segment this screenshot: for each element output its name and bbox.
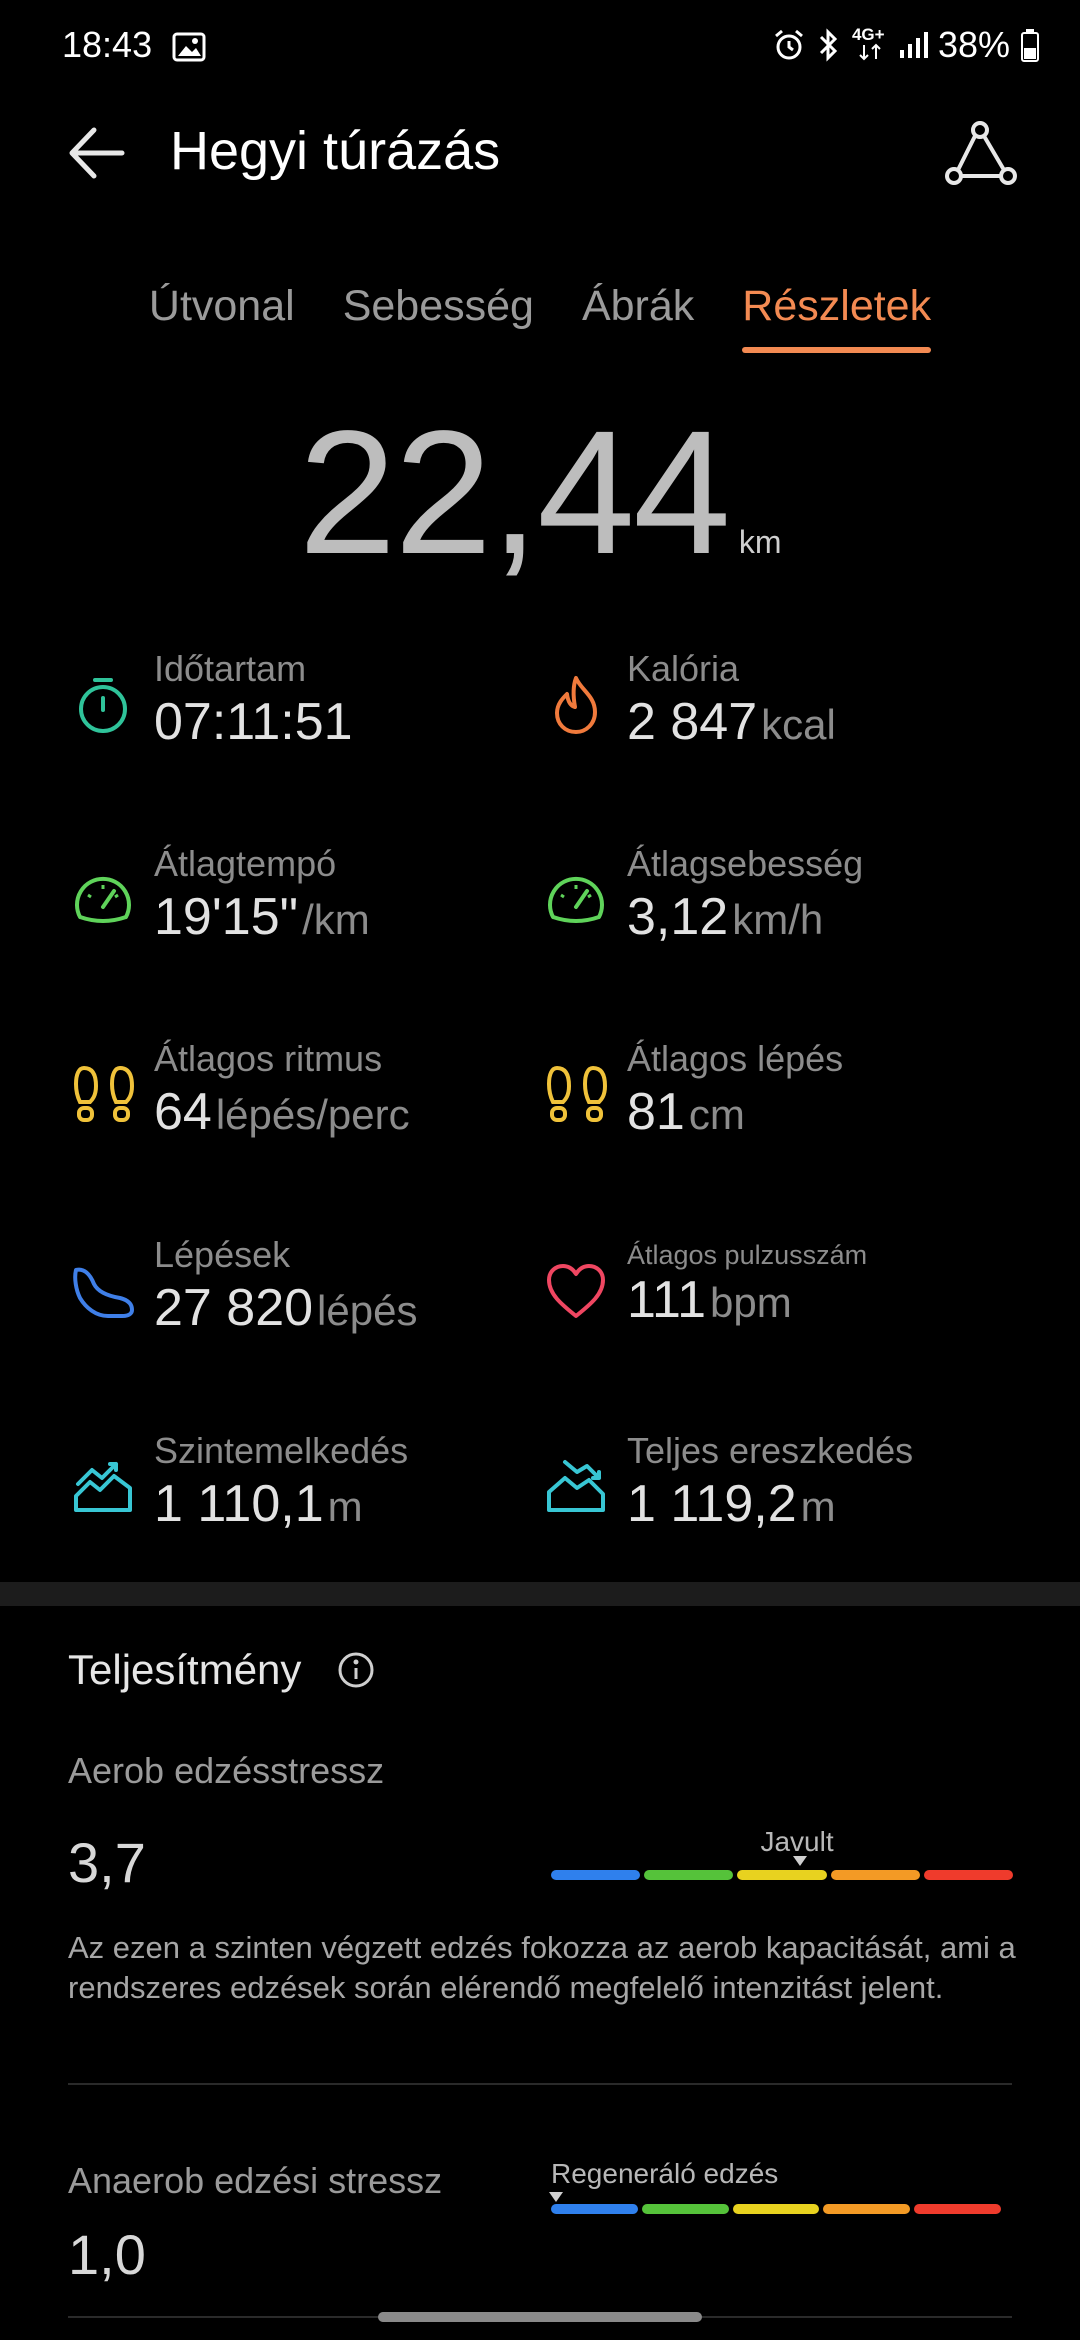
aerobic-description: Az ezen a szinten végzett edzés fokozza … xyxy=(68,1930,1016,2005)
signal-icon xyxy=(899,32,928,58)
stat-ascent: Szintemelkedés 1 110,1m xyxy=(70,1430,530,1560)
stat-label: Időtartam xyxy=(154,648,307,689)
stat-label: Szintemelkedés xyxy=(154,1430,409,1471)
stat-avg-speed: Átlagsebesség 3,12km/h xyxy=(543,843,1003,973)
tab-details[interactable]: Részletek xyxy=(742,282,931,353)
stat-avg-heart-rate: Átlagos pulzusszám 111bpm xyxy=(543,1234,1003,1364)
footprints-icon xyxy=(546,1065,608,1122)
stat-unit: /km xyxy=(302,896,370,943)
battery-icon xyxy=(1021,29,1039,62)
stat-value: 07:11:51 xyxy=(154,693,353,751)
scale-segment xyxy=(641,2204,729,2214)
stat-unit: bpm xyxy=(710,1279,792,1326)
section-divider xyxy=(0,1582,1080,1606)
stat-unit: kcal xyxy=(761,701,836,748)
aerobic-stress-scale: Javult xyxy=(551,1820,1013,1880)
scale-segment xyxy=(823,2204,911,2214)
status-time: 18:43 xyxy=(62,24,153,65)
tab-bar: Útvonal Sebesség Ábrák Részletek xyxy=(0,282,1080,353)
stat-value: 64 xyxy=(154,1083,212,1141)
anaerobic-scale-marker xyxy=(548,2192,563,2202)
stat-avg-cadence: Átlagos ritmus 64lépés/perc xyxy=(70,1038,530,1168)
ascent-icon xyxy=(74,1462,132,1512)
stat-value: 3,12 xyxy=(627,888,729,946)
battery-percent: 38% xyxy=(937,24,1010,65)
stat-label: Átlagsebesség xyxy=(627,843,864,884)
descent-icon xyxy=(547,1460,605,1512)
aerobic-stress-value: 3,7 xyxy=(68,1831,146,1894)
performance-title: Teljesítmény xyxy=(68,1646,302,1693)
scale-segment xyxy=(551,2204,638,2214)
aerobic-scale-label: Javult xyxy=(760,1826,834,1857)
stat-unit: m xyxy=(327,1483,363,1530)
distance-unit: km xyxy=(738,524,782,560)
aerobic-scale-bar xyxy=(551,1870,1013,1880)
scale-segment xyxy=(644,1870,734,1880)
anaerobic-scale-label: Regeneráló edzés xyxy=(551,2158,779,2189)
scale-segment xyxy=(914,2204,1001,2214)
shoe-icon xyxy=(73,1267,134,1318)
home-indicator[interactable] xyxy=(378,2312,702,2322)
anaerobic-scale-bar xyxy=(551,2204,1001,2214)
divider-line xyxy=(68,2083,1012,2085)
distance-display: 22,44 km xyxy=(0,392,1080,594)
stat-label: Átlagtempó xyxy=(154,843,337,884)
stat-label: Kalória xyxy=(627,648,740,689)
stat-label: Lépések xyxy=(154,1234,291,1275)
scale-segment xyxy=(923,1870,1013,1880)
stat-value: 27 820 xyxy=(154,1279,314,1337)
scale-segment xyxy=(732,2204,820,2214)
stat-value: 2 847 xyxy=(627,693,758,751)
data-arrows-icon: 4G+ xyxy=(851,25,888,63)
footprints-icon xyxy=(73,1065,135,1122)
status-icons: 4G+ 38% xyxy=(772,24,1040,66)
anaerobic-stress-label: Anaerob edzési stressz xyxy=(68,2160,443,2201)
heart-icon xyxy=(547,1264,605,1318)
stat-unit: lépés xyxy=(317,1287,418,1334)
stat-unit: lépés/perc xyxy=(215,1091,410,1138)
stat-avg-stride: Átlagos lépés 81cm xyxy=(543,1038,1003,1168)
scale-segment xyxy=(737,1870,827,1880)
route-share-icon[interactable] xyxy=(944,120,1020,190)
gallery-icon xyxy=(172,32,206,62)
stat-label: Átlagos pulzusszám xyxy=(627,1240,868,1270)
scale-segment xyxy=(551,1870,641,1880)
distance-value: 22,44 xyxy=(298,395,730,591)
stat-label: Teljes ereszkedés xyxy=(627,1430,914,1471)
speedometer-icon xyxy=(548,876,604,923)
stat-label: Átlagos ritmus xyxy=(154,1038,383,1079)
stat-unit: cm xyxy=(688,1091,745,1138)
speedometer-icon xyxy=(75,876,131,923)
info-icon[interactable] xyxy=(336,1650,376,1690)
stat-value: 1 119,2 xyxy=(627,1475,797,1533)
tab-speed[interactable]: Sebesség xyxy=(342,282,534,330)
page-title: Hegyi túrázás xyxy=(170,121,501,181)
stat-label: Átlagos lépés xyxy=(627,1038,844,1079)
back-arrow-icon[interactable] xyxy=(62,118,142,188)
stat-value: 81 xyxy=(627,1083,685,1141)
flame-icon xyxy=(555,676,597,734)
stat-unit: km/h xyxy=(732,896,824,943)
stat-calories: Kalória 2 847kcal xyxy=(543,648,1003,778)
tab-charts[interactable]: Ábrák xyxy=(581,282,695,330)
alarm-icon xyxy=(774,29,803,60)
stat-unit: m xyxy=(800,1483,836,1530)
network-type: 4G+ xyxy=(851,25,885,44)
anaerobic-stress-scale: Regeneráló edzés xyxy=(548,2158,1001,2218)
bluetooth-icon xyxy=(819,28,838,62)
stat-descent: Teljes ereszkedés 1 119,2m xyxy=(543,1430,1003,1560)
stat-avg-pace: Átlagtempó 19'15"/km xyxy=(70,843,530,973)
stat-value: 1 110,1 xyxy=(154,1475,324,1533)
stopwatch-icon xyxy=(79,678,127,733)
stat-steps: Lépések 27 820lépés xyxy=(70,1234,530,1364)
aerobic-stress-label: Aerob edzésstressz xyxy=(68,1750,385,1791)
anaerobic-stress-value: 1,0 xyxy=(68,2223,146,2286)
stat-value: 111 xyxy=(627,1271,707,1329)
stat-value: 19'15" xyxy=(154,888,299,946)
scale-segment xyxy=(830,1870,920,1880)
stat-duration: Időtartam 07:11:51 xyxy=(70,648,530,778)
tab-route[interactable]: Útvonal xyxy=(148,282,295,330)
aerobic-scale-marker xyxy=(793,1856,808,1866)
